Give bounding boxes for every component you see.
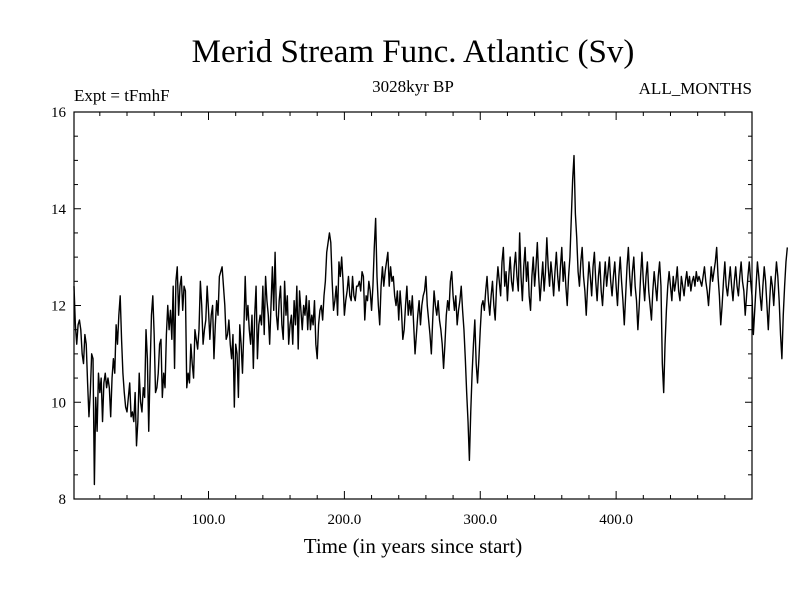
plot-area: 8 10 12 14 16 100.0 200.0 300.0 400.0 xyxy=(51,105,789,528)
x-axis: 100.0 200.0 300.0 400.0 xyxy=(99,112,726,528)
y-tick-label: 10 xyxy=(51,395,66,411)
x-tick-label: 400.0 xyxy=(599,512,633,528)
x-tick-label: 200.0 xyxy=(328,512,362,528)
y-tick-label: 12 xyxy=(51,299,66,315)
y-axis: 8 10 12 14 16 xyxy=(51,105,752,508)
period-label: 3028kyr BP xyxy=(372,77,454,96)
months-label: ALL_MONTHS xyxy=(639,79,752,98)
chart-title: Merid Stream Func. Atlantic (Sv) xyxy=(192,34,635,70)
x-tick-label: 100.0 xyxy=(192,512,226,528)
series-line xyxy=(73,154,789,486)
x-axis-label: Time (in years since start) xyxy=(304,534,523,558)
experiment-label: Expt = tFmhF xyxy=(74,86,170,105)
y-tick-label: 16 xyxy=(51,105,67,121)
x-tick-label: 300.0 xyxy=(463,512,497,528)
y-tick-label: 8 xyxy=(59,492,67,508)
y-tick-label: 14 xyxy=(51,202,67,218)
